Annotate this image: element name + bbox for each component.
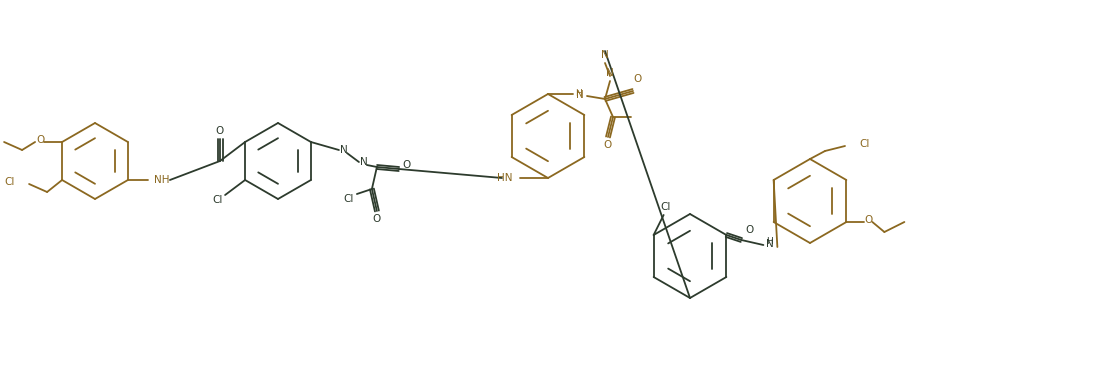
Text: O: O bbox=[403, 160, 411, 170]
Text: Cl: Cl bbox=[859, 139, 870, 149]
Text: Cl: Cl bbox=[212, 195, 223, 205]
Text: N: N bbox=[767, 239, 774, 249]
Text: O: O bbox=[36, 135, 44, 145]
Text: NH: NH bbox=[154, 175, 169, 185]
Text: Cl: Cl bbox=[660, 202, 670, 212]
Text: N: N bbox=[576, 90, 584, 100]
Text: H: H bbox=[576, 89, 583, 99]
Text: N: N bbox=[360, 157, 367, 167]
Text: O: O bbox=[373, 214, 381, 224]
Text: N: N bbox=[607, 68, 614, 78]
Text: O: O bbox=[864, 215, 872, 225]
Text: Cl: Cl bbox=[4, 177, 15, 187]
Text: N: N bbox=[601, 50, 609, 60]
Text: O: O bbox=[216, 126, 224, 136]
Text: Cl: Cl bbox=[343, 194, 354, 204]
Text: H: H bbox=[766, 237, 772, 246]
Text: N: N bbox=[340, 145, 348, 155]
Text: O: O bbox=[634, 74, 642, 84]
Text: HN: HN bbox=[498, 173, 513, 183]
Text: O: O bbox=[603, 140, 612, 150]
Text: O: O bbox=[745, 225, 754, 235]
